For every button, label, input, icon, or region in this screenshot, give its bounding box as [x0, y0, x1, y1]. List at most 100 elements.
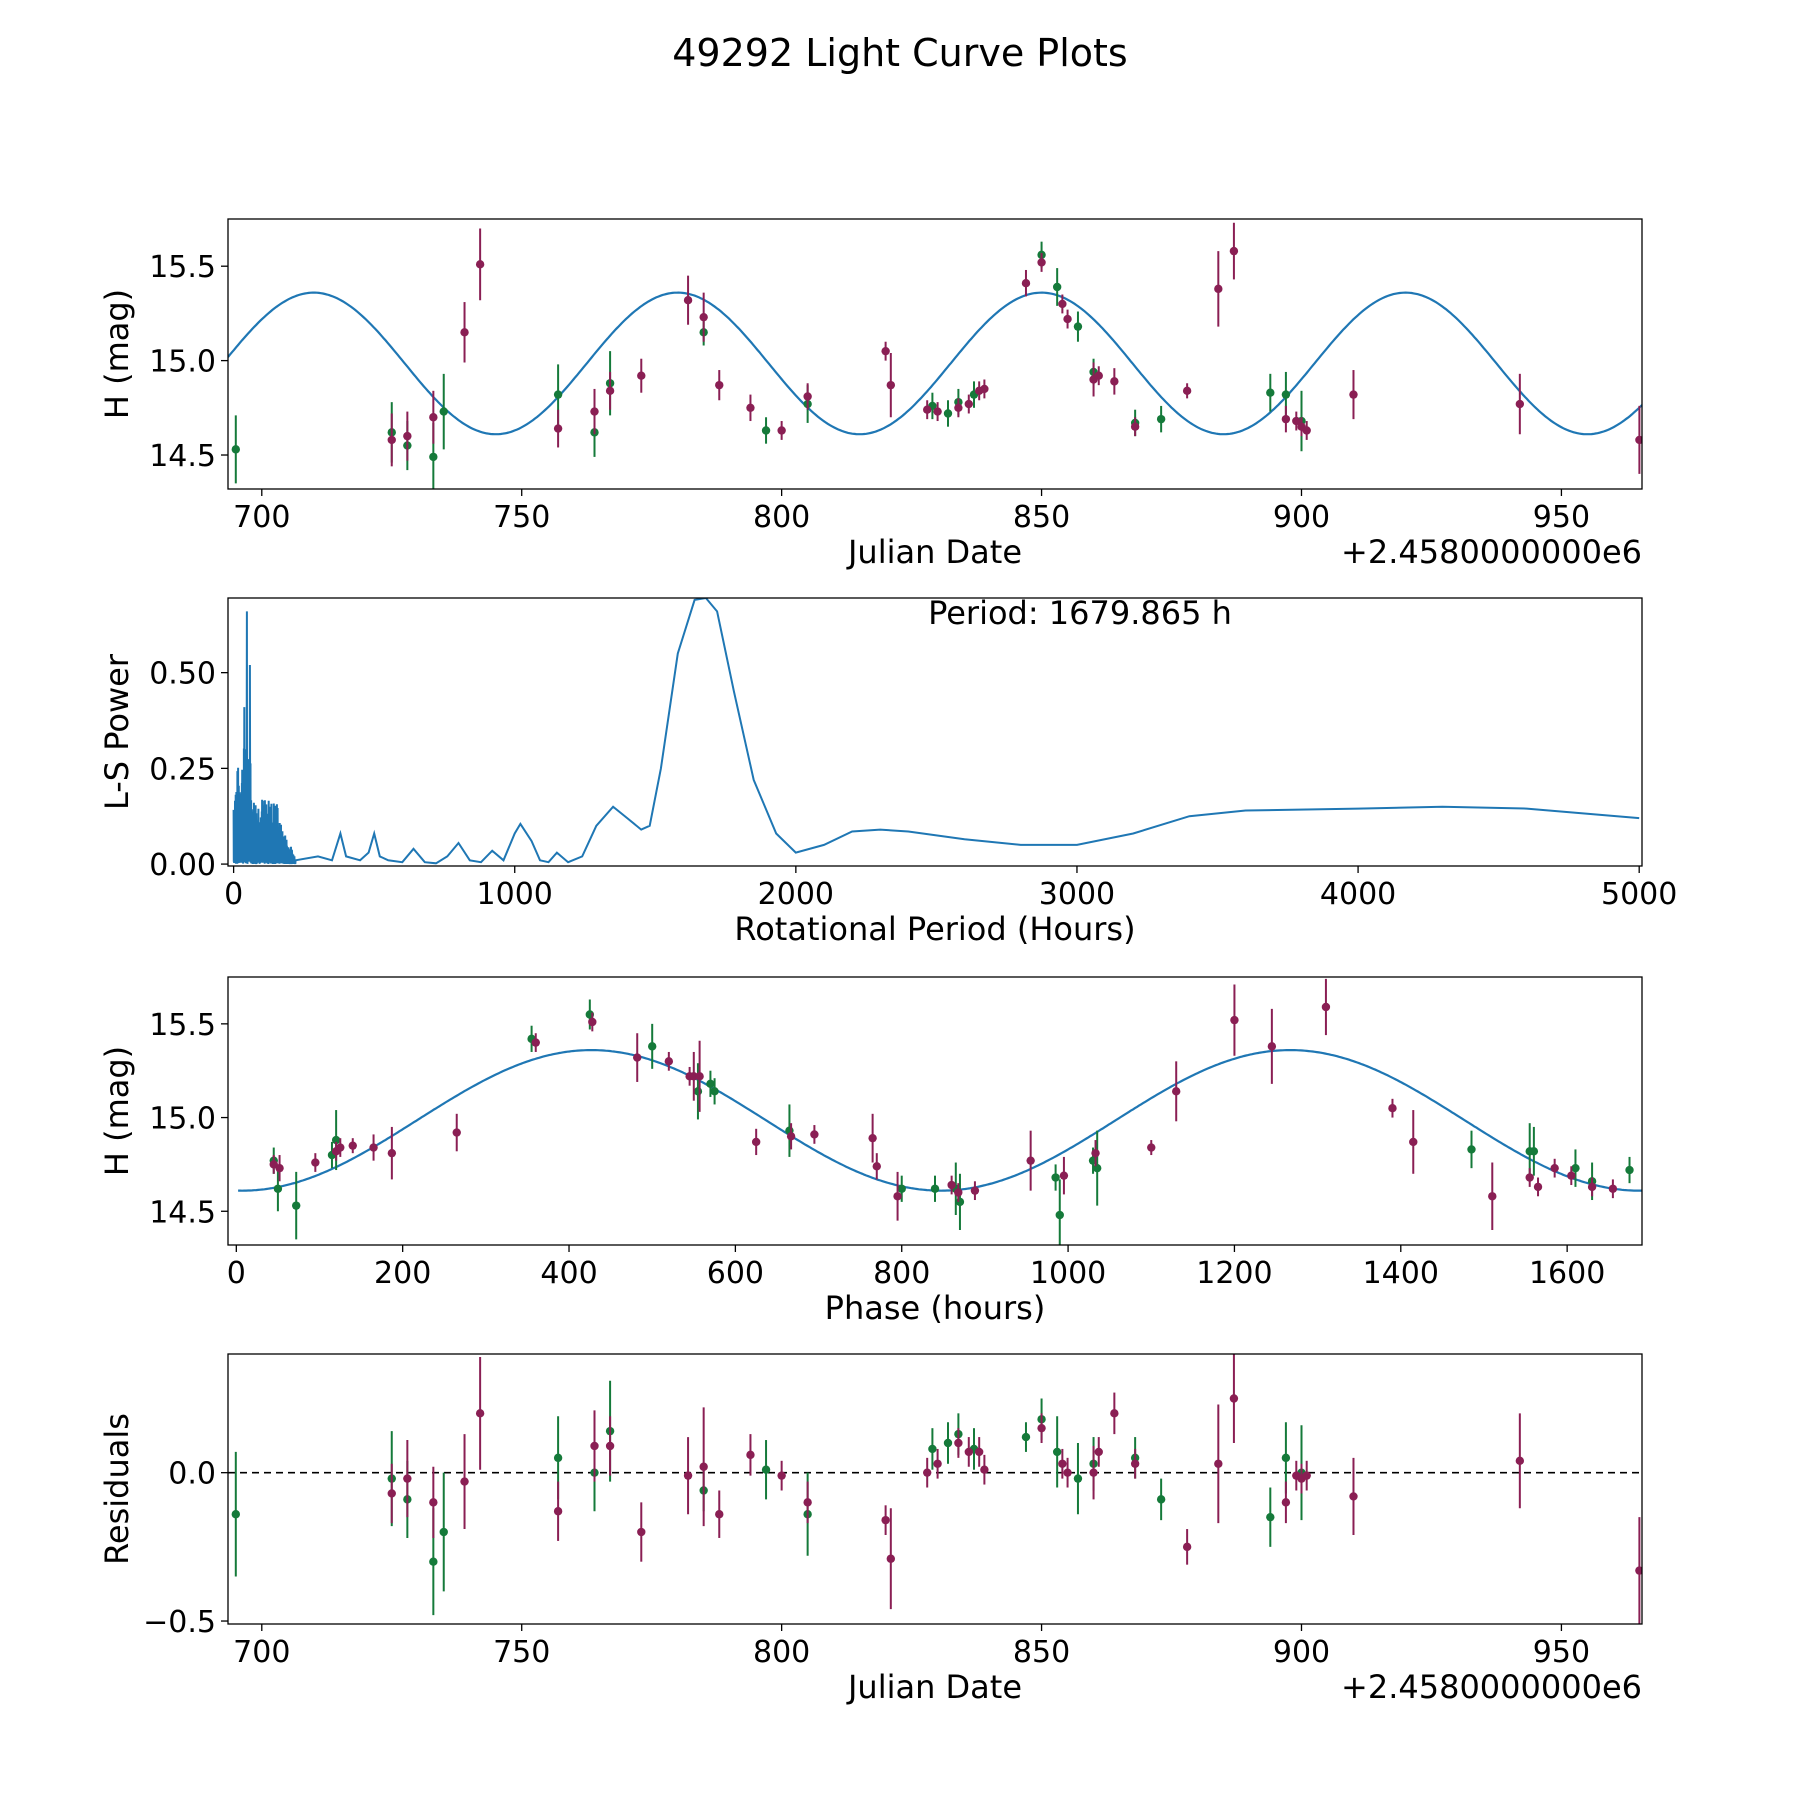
green-data-point — [761, 426, 771, 435]
red-data-point — [872, 1162, 881, 1171]
red-data-point — [699, 312, 708, 322]
red-data-point — [777, 1471, 786, 1480]
red-data-point — [336, 1143, 345, 1152]
red-data-point — [590, 1441, 599, 1451]
x-tick-label: 200 — [374, 1256, 431, 1291]
red-data-point — [403, 431, 412, 441]
red-data-point — [1091, 1148, 1100, 1158]
red-data-point — [923, 405, 932, 414]
x-tick-label: 950 — [1533, 500, 1590, 535]
y-tick-label: 14.5 — [149, 439, 216, 474]
red-data-point — [1172, 1087, 1181, 1096]
red-data-point — [954, 403, 963, 413]
x-tick-label: 5000 — [1601, 877, 1677, 912]
periodogram-x-ticks: 0 1000 2000 3000 4000 5000 — [224, 866, 1677, 912]
green-data-point — [553, 1453, 563, 1463]
y-tick-label: 0.00 — [149, 848, 216, 883]
red-data-point — [964, 399, 973, 409]
x-tick-label: 800 — [753, 500, 810, 535]
red-data-point — [1608, 1184, 1618, 1193]
green-data-point — [1073, 1474, 1083, 1483]
y-tick-label: −0.5 — [143, 1605, 216, 1640]
y-tick-label: 14.5 — [149, 1195, 216, 1230]
y-tick-label: 0.50 — [149, 657, 216, 692]
light-curve-panel: 700 750 800 850 900 950 14.5 15.0 15.5 Julian D… — [98, 218, 1643, 571]
red-data-point — [1147, 1143, 1156, 1152]
x-tick-label: 600 — [707, 1256, 764, 1291]
green-data-point — [648, 1042, 657, 1051]
red-data-point — [553, 1507, 563, 1516]
green-data-point — [897, 1184, 906, 1193]
red-data-point — [886, 380, 896, 390]
green-data-point — [1281, 390, 1291, 399]
green-data-point — [1021, 1432, 1031, 1442]
x-tick-label: 750 — [493, 500, 550, 535]
red-data-point — [980, 384, 989, 394]
red-data-point — [1635, 1566, 1642, 1575]
red-data-point — [637, 371, 646, 380]
red-data-point — [868, 1133, 877, 1143]
light-curve-x-ticks: 700 750 800 850 900 950 — [233, 489, 1590, 535]
residuals-plot-area — [228, 1354, 1642, 1624]
light-curve-plot-area — [228, 222, 1642, 489]
red-data-point — [311, 1158, 320, 1167]
x-tick-label: 3000 — [1039, 877, 1115, 912]
x-tick-label: 0 — [224, 877, 243, 912]
red-data-point — [1094, 371, 1103, 380]
periodogram-axes-frame — [227, 597, 1643, 867]
periodogram-panel: 0 1000 2000 3000 4000 5000 0.00 0.25 0.50 Rotat… — [98, 594, 1677, 948]
red-data-point — [1349, 1492, 1358, 1501]
red-data-point — [715, 1510, 724, 1519]
green-data-point — [1571, 1163, 1580, 1173]
red-data-point — [970, 1186, 980, 1195]
green-data-point — [1266, 388, 1275, 397]
green-data-point — [1073, 322, 1083, 331]
phase-curve-y-label: H (mag) — [98, 1046, 136, 1176]
red-data-point — [1182, 386, 1192, 396]
green-data-point — [761, 1465, 771, 1474]
red-data-point — [275, 1163, 284, 1173]
red-data-point — [695, 1072, 704, 1081]
red-data-point — [964, 1447, 973, 1457]
red-data-point — [475, 260, 485, 269]
residuals-panel: 700 750 800 850 900 950 −0.5 0.0 Julian Date R… — [98, 1353, 1643, 1706]
red-data-point — [387, 435, 396, 445]
red-data-point — [1037, 258, 1046, 267]
red-data-point — [1063, 314, 1072, 324]
red-data-point — [1302, 1471, 1311, 1480]
periodogram-x-label: Rotational Period (Hours) — [734, 910, 1135, 948]
periodogram-plot-area — [232, 598, 1640, 865]
x-tick-label: 1200 — [1196, 1256, 1272, 1291]
red-data-point — [1281, 414, 1291, 424]
residuals-axes-frame — [227, 1353, 1643, 1625]
green-data-point — [1281, 1453, 1291, 1463]
red-data-point — [1281, 1498, 1291, 1507]
red-data-point — [746, 1450, 755, 1460]
phase-curve-y-ticks: 14.5 15.0 15.5 — [149, 1008, 228, 1230]
red-data-point — [683, 295, 693, 305]
red-data-point — [893, 1192, 902, 1201]
x-tick-label: 4000 — [1320, 877, 1396, 912]
x-tick-label: 900 — [1273, 1635, 1330, 1670]
red-data-point — [933, 1459, 942, 1468]
red-data-point — [954, 1188, 963, 1197]
red-data-point — [1110, 1409, 1119, 1418]
residuals-x-label: Julian Date — [846, 1668, 1022, 1706]
red-data-point — [637, 1527, 646, 1537]
residuals-y-label: Residuals — [98, 1413, 136, 1565]
red-data-point — [803, 1498, 812, 1507]
light-curve-y-label: H (mag) — [98, 289, 136, 419]
red-data-point — [369, 1143, 378, 1152]
red-data-point — [633, 1053, 642, 1062]
x-tick-label: 1400 — [1363, 1256, 1439, 1291]
red-data-point — [429, 413, 438, 422]
red-data-point — [1214, 284, 1223, 294]
red-data-point — [954, 1438, 963, 1448]
green-data-point — [429, 1557, 438, 1566]
green-data-point — [1529, 1147, 1539, 1156]
phase-curve-x-label: Phase (hours) — [825, 1289, 1046, 1327]
red-data-point — [387, 1148, 397, 1158]
y-tick-label: 15.5 — [149, 1008, 216, 1043]
periodogram-line — [232, 598, 1640, 865]
